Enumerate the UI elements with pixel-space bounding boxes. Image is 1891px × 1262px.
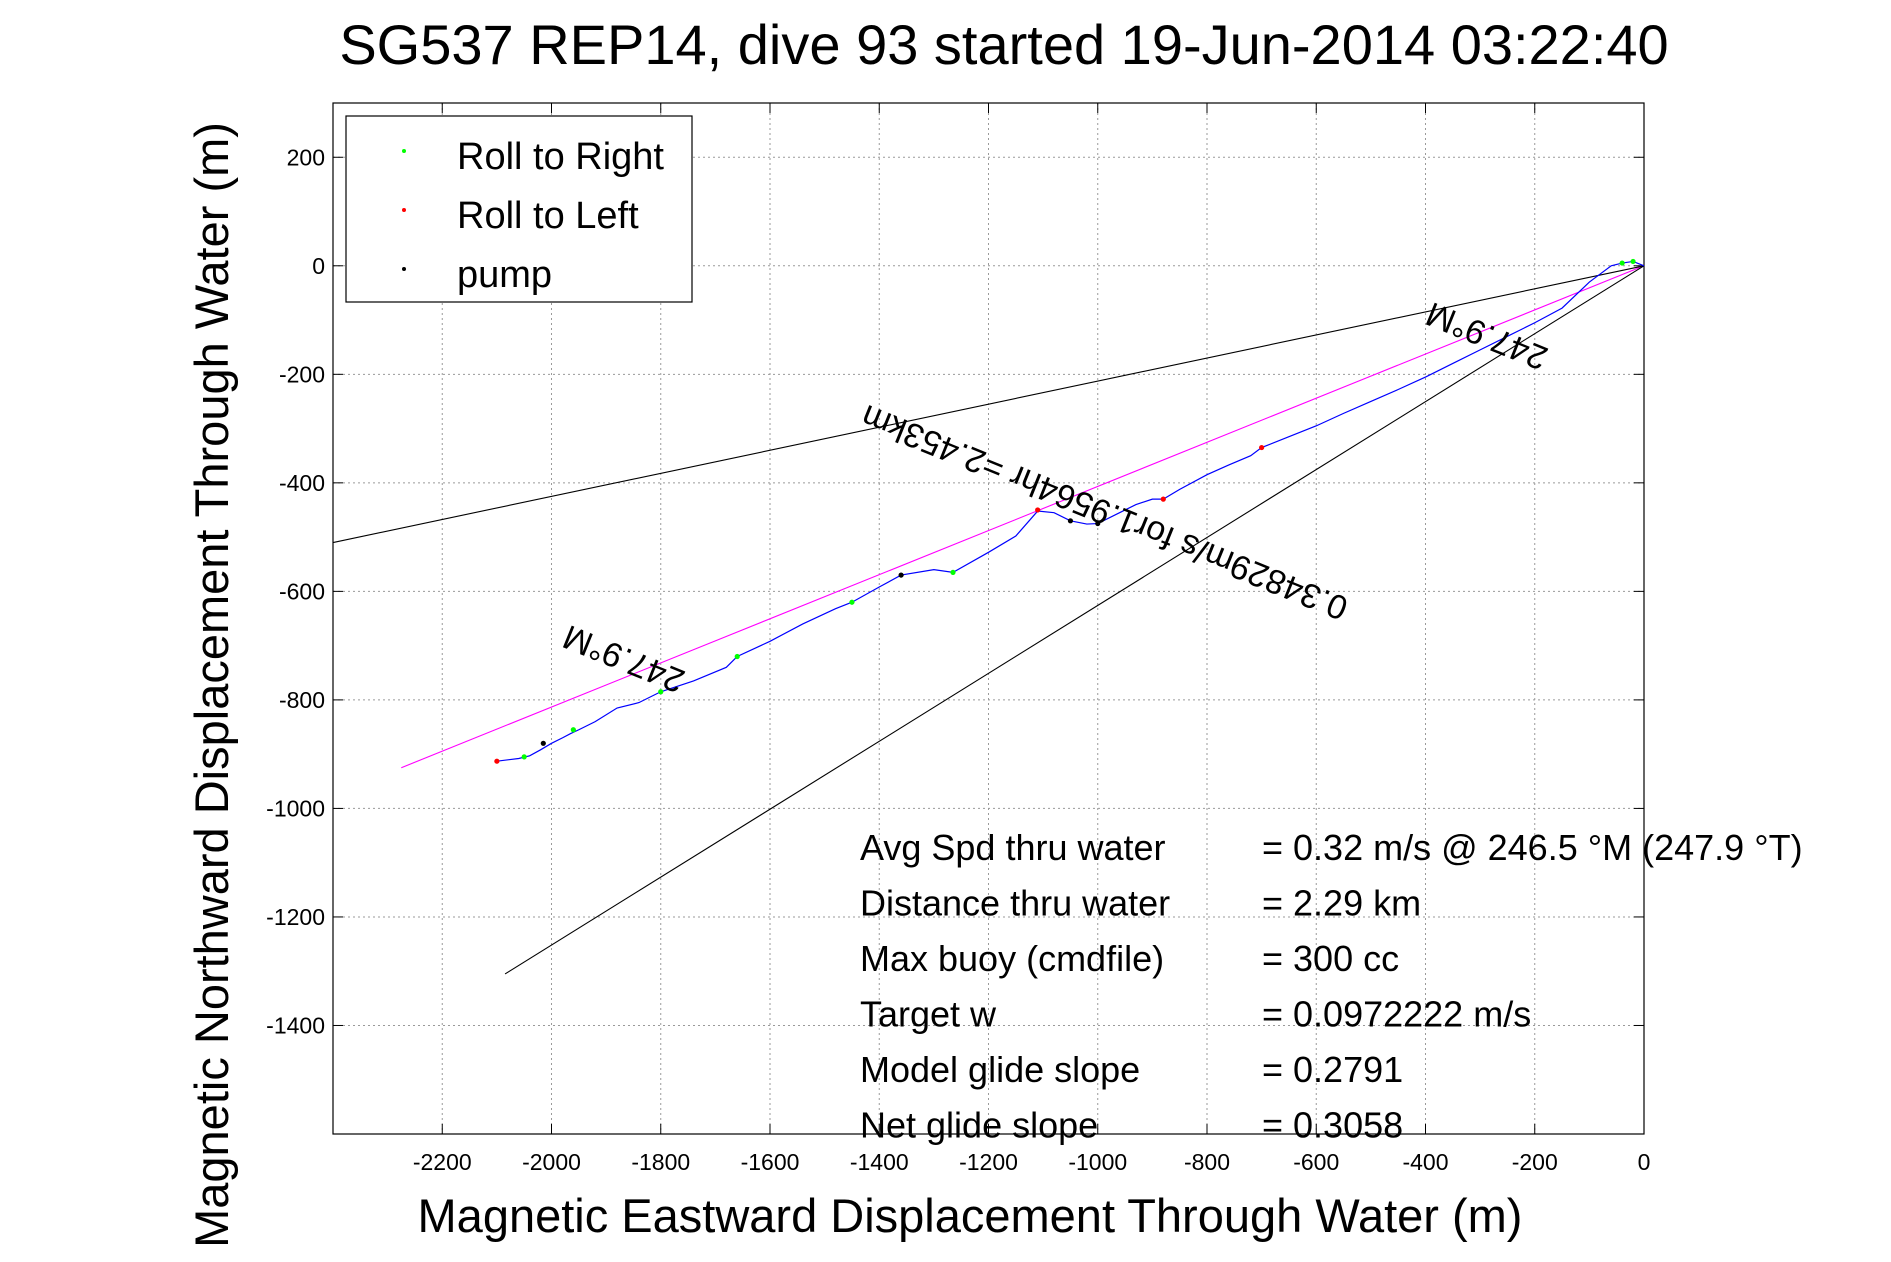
- marker-point: [540, 740, 546, 746]
- grid-layer: [333, 103, 1645, 1134]
- x-tick-label: -1600: [741, 1149, 800, 1175]
- stat-label: Target w: [860, 994, 997, 1035]
- y-tick-label: -800: [279, 687, 325, 713]
- stat-label: Avg Spd thru water: [860, 827, 1166, 868]
- legend-marker: [402, 267, 406, 271]
- marker-point: [734, 653, 740, 660]
- heading-annotation: 247.9°M: [1421, 294, 1553, 377]
- marker-point: [1619, 260, 1625, 266]
- reference-line: [401, 265, 1645, 769]
- x-tick-label: -1400: [850, 1149, 909, 1175]
- marker-point: [1630, 258, 1636, 265]
- marker-point: [1259, 444, 1265, 451]
- x-tick-label: -1200: [959, 1149, 1018, 1175]
- y-tick-label: -1200: [266, 904, 325, 930]
- marker-point: [1067, 518, 1074, 524]
- y-tick-label: 0: [312, 253, 325, 279]
- marker-point: [521, 754, 527, 760]
- stat-value: = 0.3058: [1262, 1105, 1403, 1146]
- y-tick-label: -1000: [266, 795, 325, 821]
- heading-annotation: 247.9°M: [558, 617, 690, 700]
- stat-value: = 0.0972222 m/s: [1262, 994, 1531, 1035]
- y-tick-label: -600: [279, 578, 325, 604]
- legend: Roll to Right Roll to Left pump: [345, 115, 693, 303]
- y-axis-label: Magnetic Northward Displacement Through …: [185, 122, 238, 1248]
- legend-label: Roll to Right: [457, 136, 664, 178]
- event-markers: [494, 258, 1636, 764]
- marker-point: [494, 758, 500, 764]
- chart-title: SG537 REP14, dive 93 started 19-Jun-2014…: [339, 13, 1668, 76]
- stat-label: Max buoy (cmdfile): [860, 938, 1164, 979]
- y-tick-label: -1400: [266, 1012, 325, 1038]
- stat-value: = 0.32 m/s @ 246.5 °M (247.9 °T): [1262, 827, 1803, 868]
- marker-point: [1095, 520, 1101, 527]
- x-tick-label: -2200: [413, 1149, 472, 1175]
- marker-point: [658, 689, 664, 695]
- legend-label: pump: [457, 254, 552, 296]
- x-axis-label: Magnetic Eastward Displacement Through W…: [418, 1189, 1523, 1242]
- reference-line: [504, 265, 1645, 975]
- marker-point: [1035, 507, 1041, 513]
- stat-label: Distance thru water: [860, 883, 1170, 924]
- stat-value: = 300 cc: [1262, 938, 1399, 979]
- x-tick-label: -200: [1512, 1149, 1558, 1175]
- marker-point: [898, 572, 904, 578]
- marker-point: [849, 599, 855, 605]
- stat-value: = 0.2791: [1262, 1049, 1403, 1090]
- x-tick-label: -400: [1402, 1149, 1448, 1175]
- marker-point: [570, 727, 576, 733]
- stat-value: = 2.29 km: [1262, 883, 1421, 924]
- x-tick-label: -1000: [1068, 1149, 1127, 1175]
- marker-point: [950, 569, 956, 575]
- x-tick-label: -2000: [522, 1149, 581, 1175]
- x-tick-label: 0: [1638, 1149, 1651, 1175]
- stat-label: Net glide slope: [860, 1105, 1098, 1146]
- tick-layer: -2200 -2000 -1800 -1600 -1400 -1200 -1000 -800-…: [266, 103, 1650, 1175]
- marker-point: [1160, 496, 1166, 502]
- y-tick-label: -400: [279, 470, 325, 496]
- reference-lines: [332, 265, 1645, 975]
- reference-line: [332, 265, 1645, 544]
- x-tick-label: -800: [1184, 1149, 1230, 1175]
- legend-marker: [402, 149, 406, 153]
- x-tick-label: -1800: [631, 1149, 690, 1175]
- y-tick-label: 200: [287, 144, 325, 170]
- heading-annotations: 247.9°M 0.34829m/s for1.9564hr =2.453km 24…: [558, 294, 1553, 700]
- heading-annotation: 0.34829m/s for1.9564hr =2.453km: [856, 397, 1353, 627]
- stat-label: Model glide slope: [860, 1049, 1140, 1090]
- y-tick-label: -200: [279, 361, 325, 387]
- x-tick-label: -600: [1293, 1149, 1339, 1175]
- dive-stats: Avg Spd thru water = 0.32 m/s @ 246.5 °M …: [860, 827, 1803, 1146]
- legend-label: Roll to Left: [457, 195, 639, 237]
- legend-marker: [402, 208, 406, 212]
